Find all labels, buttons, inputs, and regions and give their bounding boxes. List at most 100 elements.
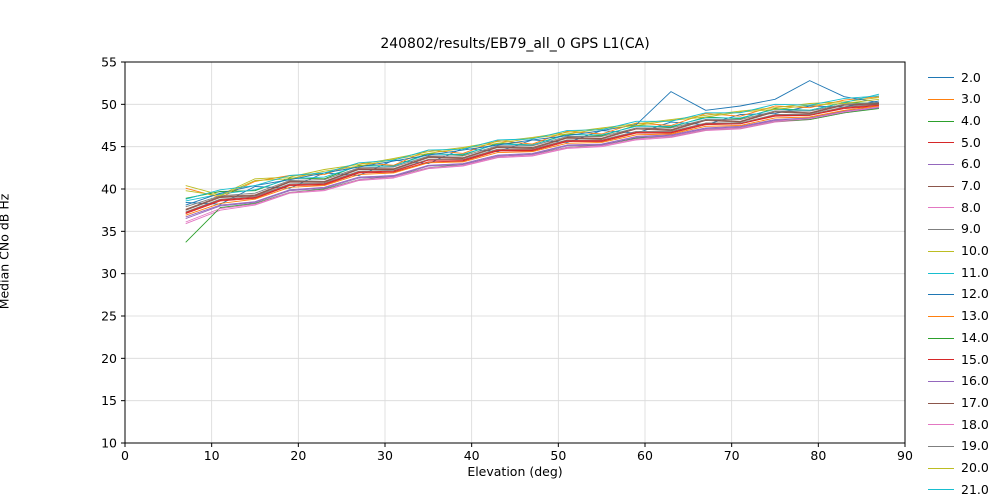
legend-label: 2.0 [961,69,981,85]
legend-line-swatch [928,380,954,382]
legend-item: 15.0 [928,349,989,371]
legend-line-swatch [928,467,954,469]
series-line-16.0 [185,107,880,220]
x-tick-label: 70 [724,448,740,463]
legend-line-swatch [928,315,954,317]
legend-line-swatch [928,359,954,361]
series-line-17.0 [185,103,880,211]
legend-item: 2.0 [928,67,989,89]
legend-label: 7.0 [961,178,981,194]
series-line-6.0 [185,106,880,218]
legend-item: 14.0 [928,327,989,349]
legend-item: 10.0 [928,241,989,263]
x-tick-label: 60 [637,448,653,463]
x-tick-label: 0 [121,448,129,463]
legend-item: 13.0 [928,306,989,328]
series-line-18.0 [185,106,880,223]
legend-item: 7.0 [928,175,989,197]
axes-frame [124,61,906,444]
legend-item: 17.0 [928,392,989,414]
legend-item: 3.0 [928,89,989,111]
series-line-12.0 [185,80,880,206]
x-tick-label: 10 [204,448,220,463]
x-tick-label: 90 [897,448,913,463]
legend-label: 20.0 [961,459,989,475]
legend-line-swatch [928,294,954,296]
legend-item: 20.0 [928,457,989,479]
series-line-8.0 [185,107,880,225]
legend-item: 5.0 [928,132,989,154]
legend-label: 17.0 [961,394,989,410]
legend-line-swatch [928,402,954,404]
series-line-13.0 [185,105,880,216]
legend-label: 10.0 [961,243,989,259]
x-axis-label: Elevation (deg) [467,464,563,479]
legend-item: 9.0 [928,219,989,241]
legend-item: 16.0 [928,371,989,393]
legend-item: 8.0 [928,197,989,219]
legend-item: 4.0 [928,110,989,132]
legend-item: 11.0 [928,262,989,284]
legend-label: 12.0 [961,286,989,302]
legend-label: 9.0 [961,221,981,237]
x-tick-label: 30 [377,448,393,463]
legend-line-swatch [928,207,954,209]
legend-line-swatch [928,337,954,339]
chart-title: 240802/results/EB79_all_0 GPS L1(CA) [380,36,650,52]
legend-label: 18.0 [961,416,989,432]
series-line-20.0 [185,98,880,197]
legend-line-swatch [928,99,954,101]
series-line-7.0 [185,103,880,210]
y-tick-label: 55 [101,55,117,70]
series-line-21.0 [185,95,880,200]
series-line-11.0 [185,93,880,202]
y-tick-label: 10 [101,436,117,451]
y-tick-label: 20 [101,351,117,366]
legend-line-swatch [928,272,954,274]
legend-label: 3.0 [961,91,981,107]
legend-label: 6.0 [961,156,981,172]
y-tick-label: 15 [101,393,117,408]
legend-label: 21.0 [961,481,989,497]
series-line-5.0 [185,105,880,215]
series-line-9.0 [185,103,880,213]
legend-line-swatch [928,164,954,166]
x-tick-label: 40 [464,448,480,463]
series-line-19.0 [185,102,880,208]
legend-label: 15.0 [961,351,989,367]
legend-label: 14.0 [961,329,989,345]
legend-line-swatch [928,77,954,79]
legend-line-swatch [928,446,954,448]
legend-label: 4.0 [961,112,981,128]
legend-label: 8.0 [961,199,981,215]
series-line-3.0 [185,96,880,198]
legend-line-swatch [928,229,954,231]
y-tick-label: 40 [101,182,117,197]
legend-label: 11.0 [961,264,989,280]
series-line-15.0 [185,104,880,214]
legend-line-swatch [928,250,954,252]
y-tick-label: 25 [101,309,117,324]
legend-item: 18.0 [928,414,989,436]
x-tick-label: 80 [810,448,826,463]
legend-label: 16.0 [961,373,989,389]
legend-line-swatch [928,120,954,122]
legend-line-swatch [928,424,954,426]
legend-item: 19.0 [928,436,989,458]
legend-line-swatch [928,489,954,491]
x-tick-label: 20 [290,448,306,463]
y-tick-label: 35 [101,224,117,239]
legend-line-swatch [928,142,954,144]
legend-item: 12.0 [928,284,989,306]
legend-item: 6.0 [928,154,989,176]
y-tick-label: 45 [101,139,117,154]
legend: 2.0 3.0 4.0 5.0 6.0 7.0 8.0 9.0 10.0 11.0 12.0 13.0… [928,67,989,500]
legend-item: 21.0 [928,479,989,500]
y-tick-label: 30 [101,266,117,281]
legend-label: 19.0 [961,438,989,454]
legend-label: 13.0 [961,308,989,324]
legend-line-swatch [928,185,954,187]
x-tick-label: 50 [550,448,566,463]
